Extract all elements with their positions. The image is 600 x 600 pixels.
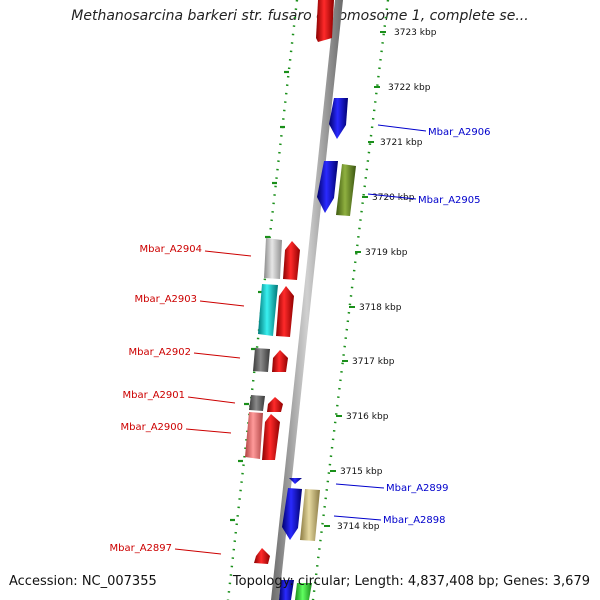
gene-label-mbar-a2902: Mbar_A2902 (128, 347, 191, 358)
tick-label: 3715 kbp (340, 467, 383, 477)
topology-text: Topology: circular; Length: 4,837,408 bp… (232, 574, 590, 589)
gene-label-mbar-a2900: Mbar_A2900 (120, 422, 183, 433)
gene-label-mbar-a2903: Mbar_A2903 (134, 294, 197, 305)
map-title: Methanosarcina barkeri str. fusaro chrom… (71, 8, 529, 24)
tick-label: 3719 kbp (365, 248, 408, 258)
gene-feature (283, 241, 300, 280)
tick-label: 3723 kbp (394, 28, 437, 38)
tick-label: 3722 kbp (388, 83, 431, 93)
leader-line (174, 548, 222, 555)
leader-line (199, 300, 245, 307)
gene-feature (300, 489, 320, 541)
gene-label-mbar-a2897: Mbar_A2897 (109, 543, 172, 554)
gene-feature (272, 350, 288, 372)
gene-features (245, 0, 356, 600)
gene-feature (245, 412, 263, 459)
gene-feature (329, 98, 348, 139)
gene-feature (254, 548, 270, 564)
gene-label-mbar-a2906: Mbar_A2906 (428, 127, 491, 138)
gene-label-mbar-a2905: Mbar_A2905 (418, 195, 481, 206)
gene-feature (279, 580, 294, 600)
gene-label-mbar-a2904: Mbar_A2904 (139, 244, 202, 255)
gene-feature (295, 583, 312, 600)
outer-ring-right (311, 0, 390, 600)
leader-line (193, 352, 241, 359)
gene-feature (316, 0, 334, 42)
left-tick-dashes (230, 70, 289, 522)
gene-feature (289, 478, 302, 484)
leader-line (367, 193, 417, 200)
gene-feature (336, 164, 356, 216)
gene-feature (264, 238, 282, 279)
gene-feature (276, 286, 294, 337)
gene-feature (282, 488, 302, 540)
gene-feature (267, 397, 283, 412)
tick-label: 3720 kbp (372, 193, 415, 203)
label-leaders (174, 124, 427, 555)
gene-feature (262, 414, 280, 460)
leader-line (204, 250, 252, 257)
tick-label: 3716 kbp (346, 412, 389, 422)
tick-label: 3717 kbp (352, 357, 395, 367)
leader-line (335, 483, 385, 489)
gene-feature (317, 161, 338, 213)
gene-feature (258, 284, 278, 336)
backbone (271, 0, 343, 600)
gene-label-mbar-a2899: Mbar_A2899 (386, 483, 449, 494)
gene-feature (249, 395, 265, 411)
tick-label: 3721 kbp (380, 138, 423, 148)
tick-marks (324, 31, 386, 527)
leader-line (185, 428, 232, 434)
gene-label-mbar-a2901: Mbar_A2901 (122, 390, 185, 401)
gene-feature (253, 348, 270, 372)
accession-text: Accession: NC_007355 (9, 574, 157, 589)
tick-label: 3714 kbp (337, 522, 380, 532)
tick-label: 3718 kbp (359, 303, 402, 313)
leader-line (377, 124, 427, 132)
gene-label-mbar-a2898: Mbar_A2898 (383, 515, 446, 526)
leader-line (333, 515, 382, 521)
leader-line (187, 396, 236, 404)
